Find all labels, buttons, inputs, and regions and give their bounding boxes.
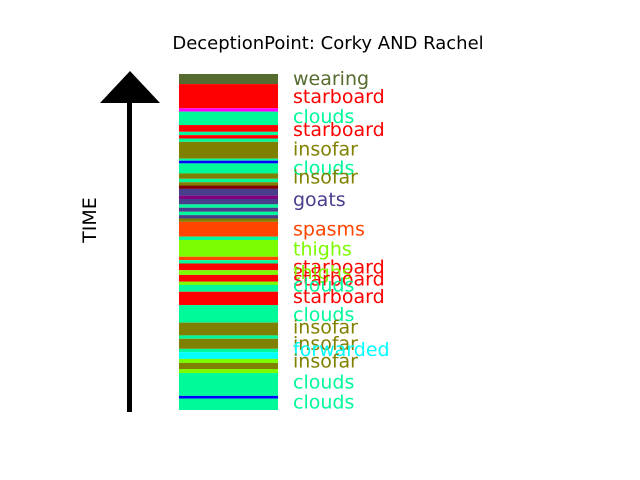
chart-title: DeceptionPoint: Corky AND Rachel (172, 33, 483, 54)
timeline-band (179, 131, 278, 136)
timeline-band (179, 211, 278, 216)
word-label: clouds (293, 275, 354, 297)
timeline-band (179, 398, 278, 410)
timeline-band (179, 395, 278, 399)
timeline-band (179, 239, 278, 257)
timeline-band (179, 291, 278, 306)
word-label: clouds (293, 304, 354, 326)
timeline-band (179, 221, 278, 237)
timeline-band (179, 256, 278, 261)
timeline-band (179, 141, 278, 159)
word-label: thighs (293, 239, 352, 261)
timeline-band (179, 135, 278, 139)
timeline-band (179, 218, 278, 222)
timeline-band (179, 138, 278, 142)
timeline-band (179, 305, 278, 323)
timeline-band (179, 74, 278, 85)
timeline-band (179, 358, 278, 363)
timeline-band (179, 335, 278, 339)
timeline-band (179, 84, 278, 109)
timeline-band (179, 281, 278, 286)
word-label: wearing (293, 68, 369, 90)
word-label: insofar (293, 333, 358, 355)
timeline-band (179, 185, 278, 189)
timeline-band (179, 204, 278, 208)
timeline-band (179, 338, 278, 349)
timeline-band (179, 274, 278, 282)
word-label: forwarded (293, 339, 390, 361)
timeline-band (179, 348, 278, 353)
word-label: clouds (293, 371, 354, 393)
word-label: thighs (293, 262, 352, 284)
timeline-band (179, 188, 278, 196)
word-label: spasms (293, 219, 365, 241)
time-arrow-shaft (127, 100, 132, 412)
word-labels: wearingstarboardcloudsstarboardinsofarcl… (293, 68, 390, 413)
timeline-band (179, 111, 278, 126)
timeline-band (179, 236, 278, 240)
timeline-band (179, 158, 278, 161)
word-label: starboard (293, 268, 385, 290)
timeline-band (179, 163, 278, 174)
y-axis-label: TIME (79, 197, 101, 244)
timeline-band (179, 373, 278, 396)
timeline-band (179, 369, 278, 374)
timeline-band (179, 322, 278, 336)
word-label: starboard (293, 119, 385, 141)
timeline-band (179, 263, 278, 271)
timeline-band (179, 125, 278, 132)
word-label: insofar (293, 351, 358, 373)
timeline-band (179, 215, 278, 219)
timeline-band (179, 207, 278, 212)
timeline-band (179, 362, 278, 370)
timeline-band (179, 260, 278, 264)
word-label: starboard (293, 86, 385, 108)
timeline-band (179, 182, 278, 186)
timeline-band (179, 352, 278, 359)
timeline-band (179, 108, 278, 112)
timeline-band (179, 173, 278, 179)
timeline-band (179, 178, 278, 183)
timeline-band (179, 270, 278, 275)
timeline-band (179, 198, 278, 205)
timeline-band (179, 160, 278, 164)
word-label: starboard (293, 257, 385, 279)
word-label: goats (293, 189, 346, 211)
word-label: clouds (293, 106, 354, 128)
timeline-band (179, 195, 278, 199)
word-label: insofar (293, 166, 358, 188)
word-label: clouds (293, 391, 354, 413)
time-arrow-head (100, 71, 160, 103)
word-label: insofar (293, 139, 358, 161)
timeline-band (179, 285, 278, 292)
timeline-bands (179, 74, 278, 410)
word-label: clouds (293, 158, 354, 180)
word-label: starboard (293, 286, 385, 308)
time-arrow (100, 71, 160, 412)
word-label: insofar (293, 317, 358, 339)
